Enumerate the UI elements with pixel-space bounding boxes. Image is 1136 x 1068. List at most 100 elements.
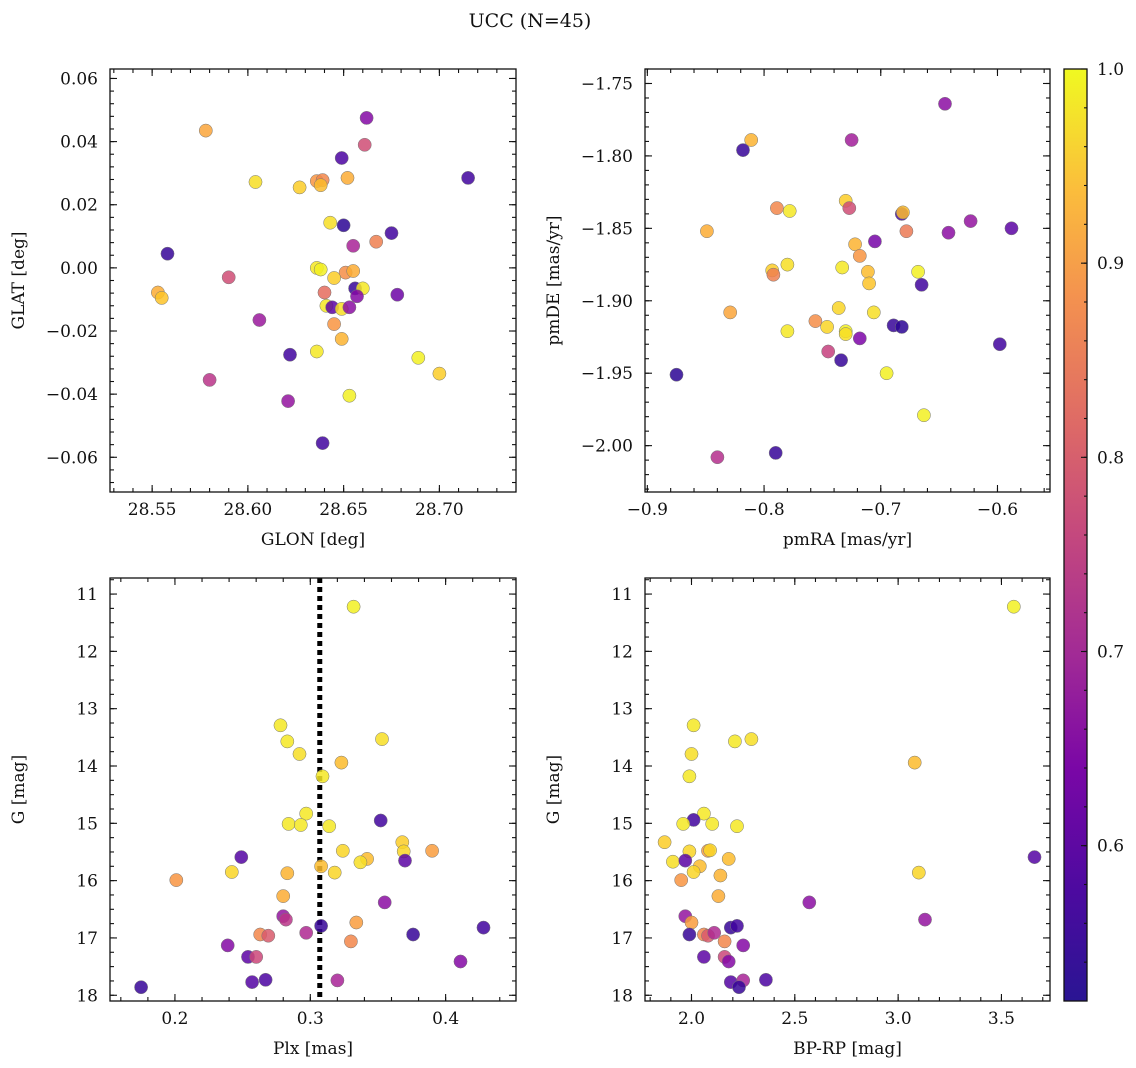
- data-point: [315, 436, 330, 450]
- x-tick-label: 28.60: [224, 500, 273, 520]
- y-tick-label: 14: [76, 757, 98, 777]
- data-point: [848, 237, 862, 252]
- data-point: [879, 366, 894, 381]
- data-point: [220, 938, 235, 953]
- data-point: [334, 332, 349, 346]
- data-point: [821, 344, 836, 359]
- x-tick-label: 2.0: [678, 1009, 705, 1029]
- data-point: [938, 96, 952, 111]
- plot-frame: [644, 68, 1051, 493]
- data-point: [707, 925, 722, 940]
- data-point: [861, 264, 875, 279]
- data-point: [852, 331, 867, 346]
- y-tick-label: −2.00: [581, 437, 633, 457]
- x-tick-label: 3.0: [885, 1009, 912, 1029]
- y-axis-label: GLAT [deg]: [9, 231, 29, 329]
- data-point: [248, 175, 263, 189]
- data-point: [344, 934, 358, 949]
- x-tick-label: 28.65: [319, 500, 368, 520]
- y-tick-label: 0.06: [60, 69, 98, 89]
- x-tick-label: −0.7: [860, 500, 901, 520]
- data-point: [346, 264, 361, 278]
- x-tick-label: 2.5: [781, 1009, 808, 1029]
- data-point: [359, 111, 374, 125]
- data-point: [327, 271, 341, 285]
- y-axis-label: pmDE [mas/yr]: [544, 215, 564, 345]
- data-point: [283, 347, 297, 362]
- data-point: [657, 835, 672, 850]
- data-point: [721, 954, 736, 969]
- data-point: [349, 915, 364, 930]
- data-point: [686, 865, 701, 879]
- y-tick-label: −1.90: [581, 292, 633, 312]
- data-point: [330, 973, 345, 988]
- y-tick-label: 18: [76, 986, 98, 1006]
- panel-plx-g: 0.2 0.3 0.4 11 12 13 14 15 16 17 18 Plx [mas] G [mag…: [9, 577, 517, 1059]
- y-tick-label: −1.95: [581, 364, 633, 384]
- y-tick-label: −1.80: [581, 147, 633, 167]
- data-point: [346, 238, 361, 253]
- data-point: [820, 320, 834, 334]
- data-point: [703, 843, 717, 858]
- data-point: [276, 889, 291, 903]
- data-point: [917, 408, 931, 423]
- data-point: [766, 267, 781, 282]
- panel-cmd: 2.0 2.5 3.0 3.5 11 12 13 14 15 16 17 18 BP-RP [mag] G…: [544, 577, 1051, 1059]
- data-point: [292, 747, 307, 761]
- data-point: [852, 249, 867, 263]
- data-point: [406, 927, 420, 942]
- data-point: [369, 234, 384, 249]
- data-point: [678, 853, 693, 868]
- colorbar-tick-label: 0.6: [1097, 837, 1124, 857]
- y-axis-label: G [mag]: [9, 755, 29, 824]
- data-point: [802, 895, 817, 910]
- data-point: [682, 769, 697, 784]
- plot-frame: [644, 577, 1051, 1002]
- data-point: [273, 718, 288, 733]
- x-tick-label: −0.9: [627, 500, 668, 520]
- data-point: [697, 950, 711, 964]
- y-tick-label: 13: [611, 700, 633, 720]
- data-point: [224, 865, 239, 879]
- data-point: [730, 819, 744, 834]
- data-point: [249, 950, 264, 964]
- data-point: [669, 367, 684, 382]
- data-point: [340, 171, 355, 185]
- data-point: [700, 224, 714, 239]
- data-point: [322, 819, 337, 834]
- y-tick-label: 0.02: [60, 196, 98, 216]
- data-point: [862, 276, 876, 291]
- data-point: [279, 912, 293, 927]
- data-point: [432, 366, 447, 381]
- data-point: [674, 873, 689, 887]
- data-point: [384, 226, 399, 240]
- data-point: [736, 938, 751, 953]
- x-axis-label: pmRA [mas/yr]: [783, 530, 912, 550]
- data-point: [202, 373, 217, 387]
- data-point: [782, 204, 797, 218]
- data-point: [866, 305, 881, 320]
- data-point: [313, 262, 328, 277]
- x-tick-label: 0.2: [161, 1009, 188, 1029]
- data-point: [1006, 599, 1021, 614]
- data-point: [732, 980, 746, 995]
- data-point: [914, 277, 929, 292]
- data-point: [780, 257, 795, 272]
- data-point: [299, 925, 314, 940]
- data-point: [730, 919, 744, 933]
- colorbar: 0.6 0.7 0.8 0.9 1.0: [1063, 60, 1124, 1002]
- colorbar-gradient: [1064, 69, 1087, 1001]
- x-tick-label: −0.6: [977, 500, 1018, 520]
- data-point: [315, 769, 330, 784]
- figure-title: UCC (N=45): [469, 10, 592, 32]
- data-point: [684, 747, 699, 761]
- data-point: [299, 806, 314, 821]
- data-point: [309, 344, 324, 359]
- data-point: [831, 301, 846, 315]
- data-point: [911, 264, 925, 279]
- data-point: [844, 133, 859, 147]
- y-tick-label: −1.75: [581, 74, 633, 94]
- y-tick-label: 0.04: [60, 133, 98, 153]
- data-point: [992, 337, 1007, 352]
- data-point: [780, 324, 795, 339]
